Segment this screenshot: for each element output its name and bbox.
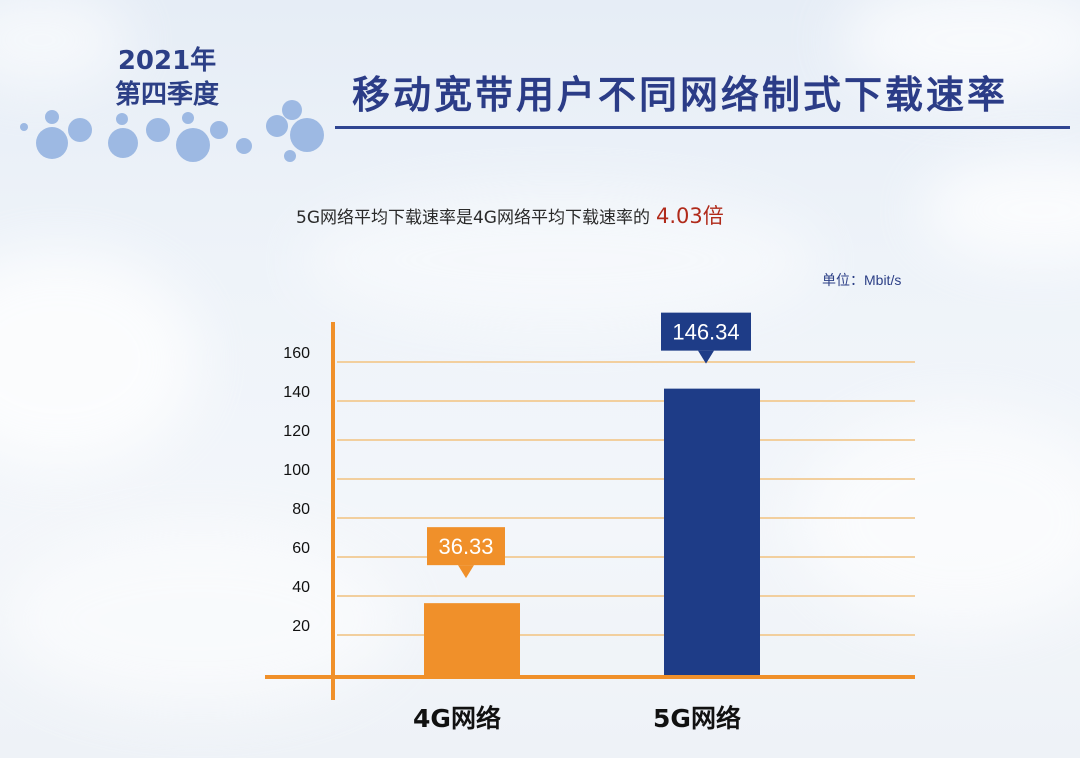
y-tick-label: 100 — [283, 462, 310, 479]
value-callout-box — [661, 312, 751, 351]
title-underline — [335, 126, 1070, 129]
x-category-label: 4G网络 — [413, 704, 501, 733]
x-category-label: 5G网络 — [653, 704, 741, 733]
summary-text: 5G网络平均下载速率是4G网络平均下载速率的 4.03倍 — [296, 200, 724, 230]
bar-5g — [664, 388, 760, 675]
y-tick-label: 160 — [283, 345, 310, 362]
y-tick-label: 140 — [283, 384, 310, 401]
unit-label: 单位：Mbit/s — [822, 272, 902, 288]
bubble-decoration — [0, 0, 340, 175]
value-label: 36.33 — [438, 534, 493, 559]
value-callout-box — [427, 527, 505, 566]
bar-4g — [424, 603, 520, 675]
summary-ratio: 4.03倍 — [655, 204, 724, 228]
value-callout-pointer — [698, 350, 714, 364]
page-title: 移动宽带用户不同网络制式下载速率 — [352, 73, 1009, 117]
value-callout-pointer — [458, 565, 474, 579]
y-tick-label: 80 — [292, 501, 310, 518]
summary-sentence: 5G网络平均下载速率是4G网络平均下载速率的 — [296, 208, 650, 228]
y-tick-label: 40 — [292, 579, 310, 596]
quarter-name: 第四季度 — [114, 80, 219, 110]
y-tick-label: 20 — [292, 618, 310, 635]
y-tick-label: 120 — [283, 423, 310, 440]
quarter-label: 2021年 第四季度 — [82, 44, 252, 112]
quarter-year: 2021年 — [117, 46, 217, 76]
value-label: 146.34 — [672, 320, 739, 345]
y-tick-label: 60 — [292, 540, 310, 557]
